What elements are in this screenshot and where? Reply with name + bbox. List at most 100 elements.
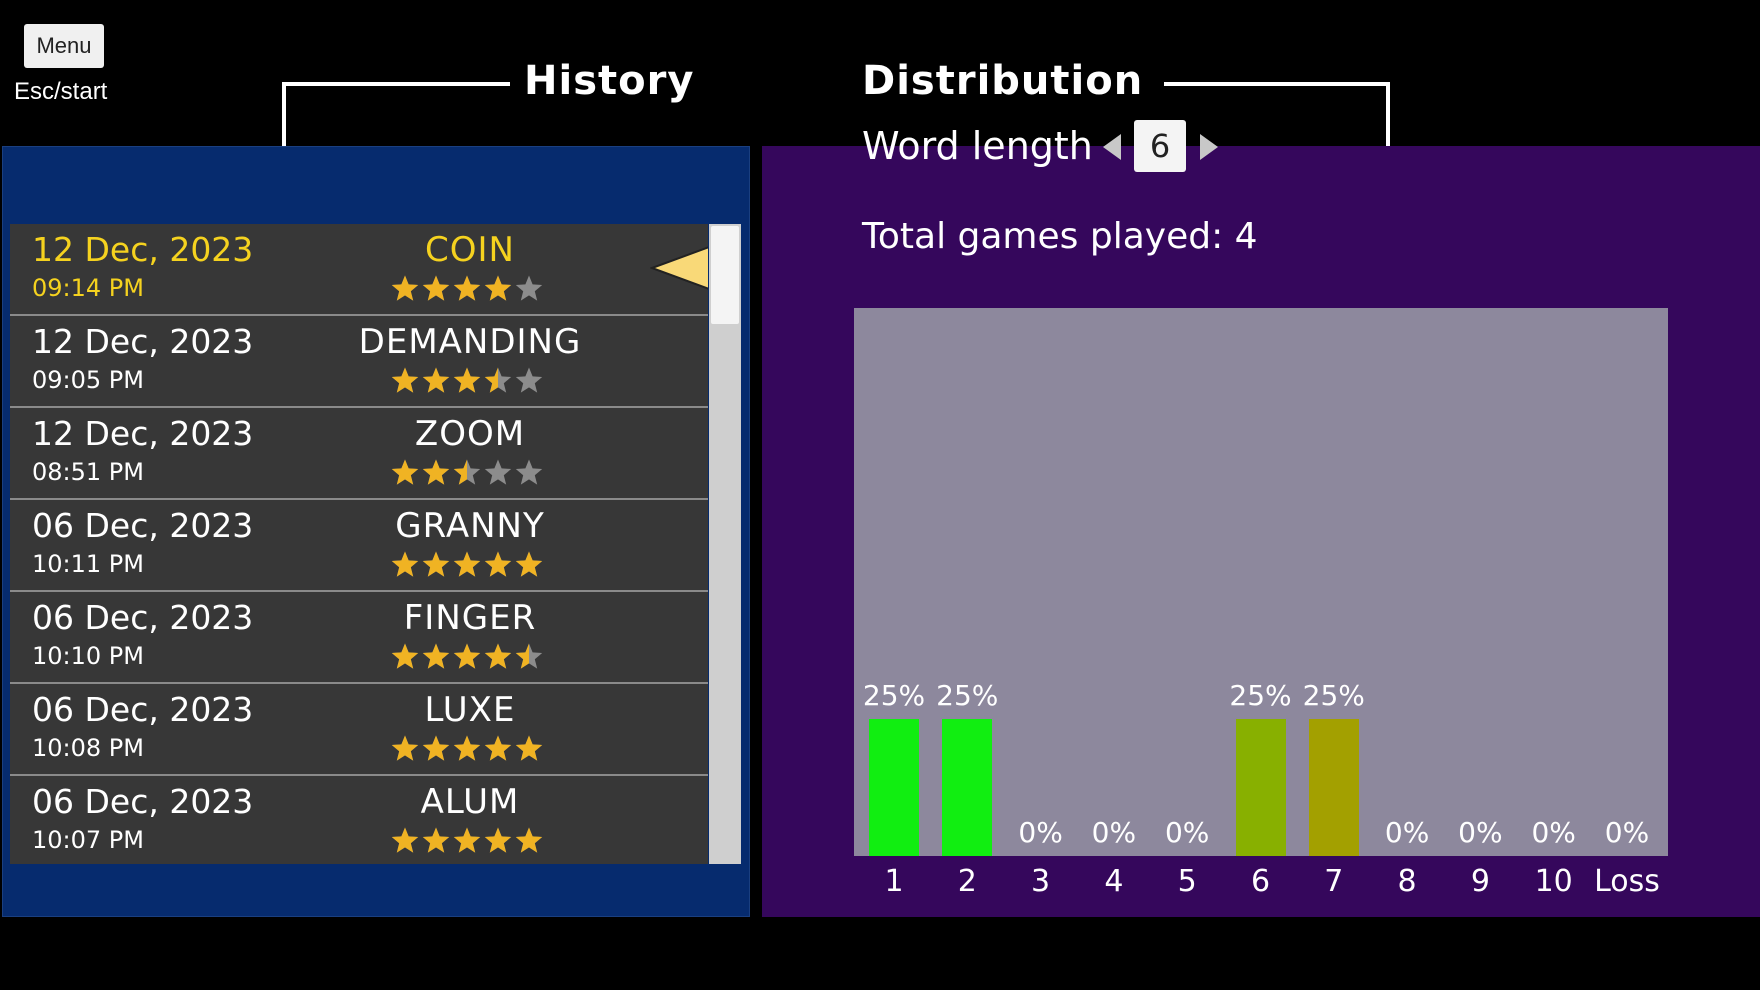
star-icon [391, 735, 419, 761]
star-rating [390, 274, 544, 304]
history-word: ZOOM [414, 414, 526, 454]
chart-tick-label: 8 [1397, 864, 1417, 899]
star-icon [515, 275, 543, 301]
word-length-increase-icon[interactable] [1198, 132, 1220, 162]
history-time: 09:14 PM [32, 274, 144, 302]
distribution-title: Distribution [862, 58, 1144, 104]
menu-button[interactable]: Menu [24, 24, 104, 68]
history-date: 06 Dec, 2023 [32, 598, 254, 637]
history-time: 08:51 PM [32, 458, 144, 486]
star-icon [422, 735, 450, 761]
star-icon [391, 275, 419, 301]
star-icon [391, 643, 419, 669]
chart-tick-label: 1 [884, 864, 904, 899]
distribution-bracket-side [1386, 82, 1390, 174]
star-icon [484, 459, 512, 485]
chart-data-label: 25% [1229, 679, 1292, 712]
star-icon [484, 275, 512, 301]
star-icon [422, 643, 450, 669]
history-row[interactable]: 06 Dec, 2023 10:07 PM ALUM [10, 776, 708, 864]
chart-tick-label: 6 [1250, 864, 1271, 899]
star-icon [484, 551, 512, 577]
history-word: LUXE [424, 690, 516, 730]
history-list[interactable]: 12 Dec, 2023 09:14 PM COIN 12 Dec, 2023 09:0… [10, 224, 708, 864]
history-date: 06 Dec, 2023 [32, 782, 254, 821]
chart-data-label: 0% [1458, 816, 1503, 849]
star-icon [484, 827, 512, 853]
chart-tick-label: 2 [957, 864, 977, 899]
star-icon [422, 827, 450, 853]
star-rating [390, 642, 544, 672]
history-date: 12 Dec, 2023 [32, 230, 254, 269]
chart-data-label: 0% [1018, 816, 1063, 849]
star-rating [390, 366, 544, 396]
star-icon [453, 459, 481, 485]
history-row[interactable]: 06 Dec, 2023 10:10 PM FINGER [10, 592, 708, 684]
chart-tick-label: 5 [1177, 864, 1197, 899]
history-time: 10:10 PM [32, 642, 144, 670]
star-icon [391, 551, 419, 577]
history-time: 09:05 PM [32, 366, 144, 394]
chart-bar [1308, 719, 1359, 856]
history-date: 12 Dec, 2023 [32, 322, 254, 361]
history-date: 06 Dec, 2023 [32, 506, 254, 545]
chart-data-label: 25% [936, 679, 999, 712]
word-length-decrease-icon[interactable] [1101, 132, 1123, 162]
star-icon [453, 827, 481, 853]
star-icon [515, 367, 543, 393]
history-row[interactable]: 06 Dec, 2023 10:11 PM GRANNY [10, 500, 708, 592]
star-icon [453, 367, 481, 393]
word-length-label: Word length [862, 124, 1093, 168]
total-games-played: Total games played: 4 [862, 216, 1258, 257]
history-word: COIN [425, 230, 515, 270]
history-word: GRANNY [395, 506, 545, 546]
history-row[interactable]: 12 Dec, 2023 09:14 PM COIN [10, 224, 708, 316]
star-icon [422, 551, 450, 577]
chart-bar [942, 719, 993, 856]
star-icon [391, 367, 419, 393]
history-bracket-side [282, 82, 286, 174]
star-icon [453, 551, 481, 577]
chart-bar [869, 719, 919, 856]
star-icon [453, 643, 481, 669]
star-icon [391, 827, 419, 853]
history-time: 10:07 PM [32, 826, 144, 854]
chart-data-label: 0% [1384, 816, 1430, 849]
chart-tick-label: Loss [1594, 864, 1660, 899]
star-icon [391, 459, 419, 485]
star-icon [453, 735, 481, 761]
star-rating [390, 826, 544, 856]
history-bracket-top [282, 82, 510, 86]
star-rating [390, 550, 544, 580]
history-title: History [524, 58, 695, 104]
scrollbar-thumb[interactable] [711, 226, 739, 324]
chart-tick-label: 10 [1534, 864, 1573, 899]
chart-tick-label: 4 [1104, 864, 1124, 899]
history-row[interactable]: 12 Dec, 2023 08:51 PM ZOOM [10, 408, 708, 500]
chart-data-label: 25% [862, 679, 926, 712]
star-icon [422, 459, 450, 485]
distribution-bracket-top [1164, 82, 1390, 86]
chart-data-label: 0% [1604, 816, 1650, 849]
star-icon [515, 643, 543, 669]
star-icon [515, 827, 543, 853]
star-icon [484, 735, 512, 761]
history-word: DEMANDING [358, 322, 582, 362]
history-row[interactable]: 06 Dec, 2023 10:08 PM LUXE [10, 684, 708, 776]
history-word: FINGER [403, 598, 537, 638]
star-icon [484, 643, 512, 669]
chart-tick-label: 3 [1031, 864, 1051, 899]
star-icon [453, 275, 481, 301]
chart-bar [1235, 719, 1286, 856]
history-scrollbar[interactable] [709, 224, 741, 864]
star-rating [390, 734, 544, 764]
chart-data-label: 0% [1091, 816, 1137, 849]
star-icon [515, 735, 543, 761]
history-row[interactable]: 12 Dec, 2023 09:05 PM DEMANDING [10, 316, 708, 408]
star-icon [515, 551, 543, 577]
star-icon [422, 275, 450, 301]
menu-shortcut-hint: Esc/start [14, 78, 108, 105]
word-length-value: 6 [1134, 120, 1186, 172]
history-date: 06 Dec, 2023 [32, 690, 254, 729]
selected-pointer-icon [650, 246, 708, 290]
